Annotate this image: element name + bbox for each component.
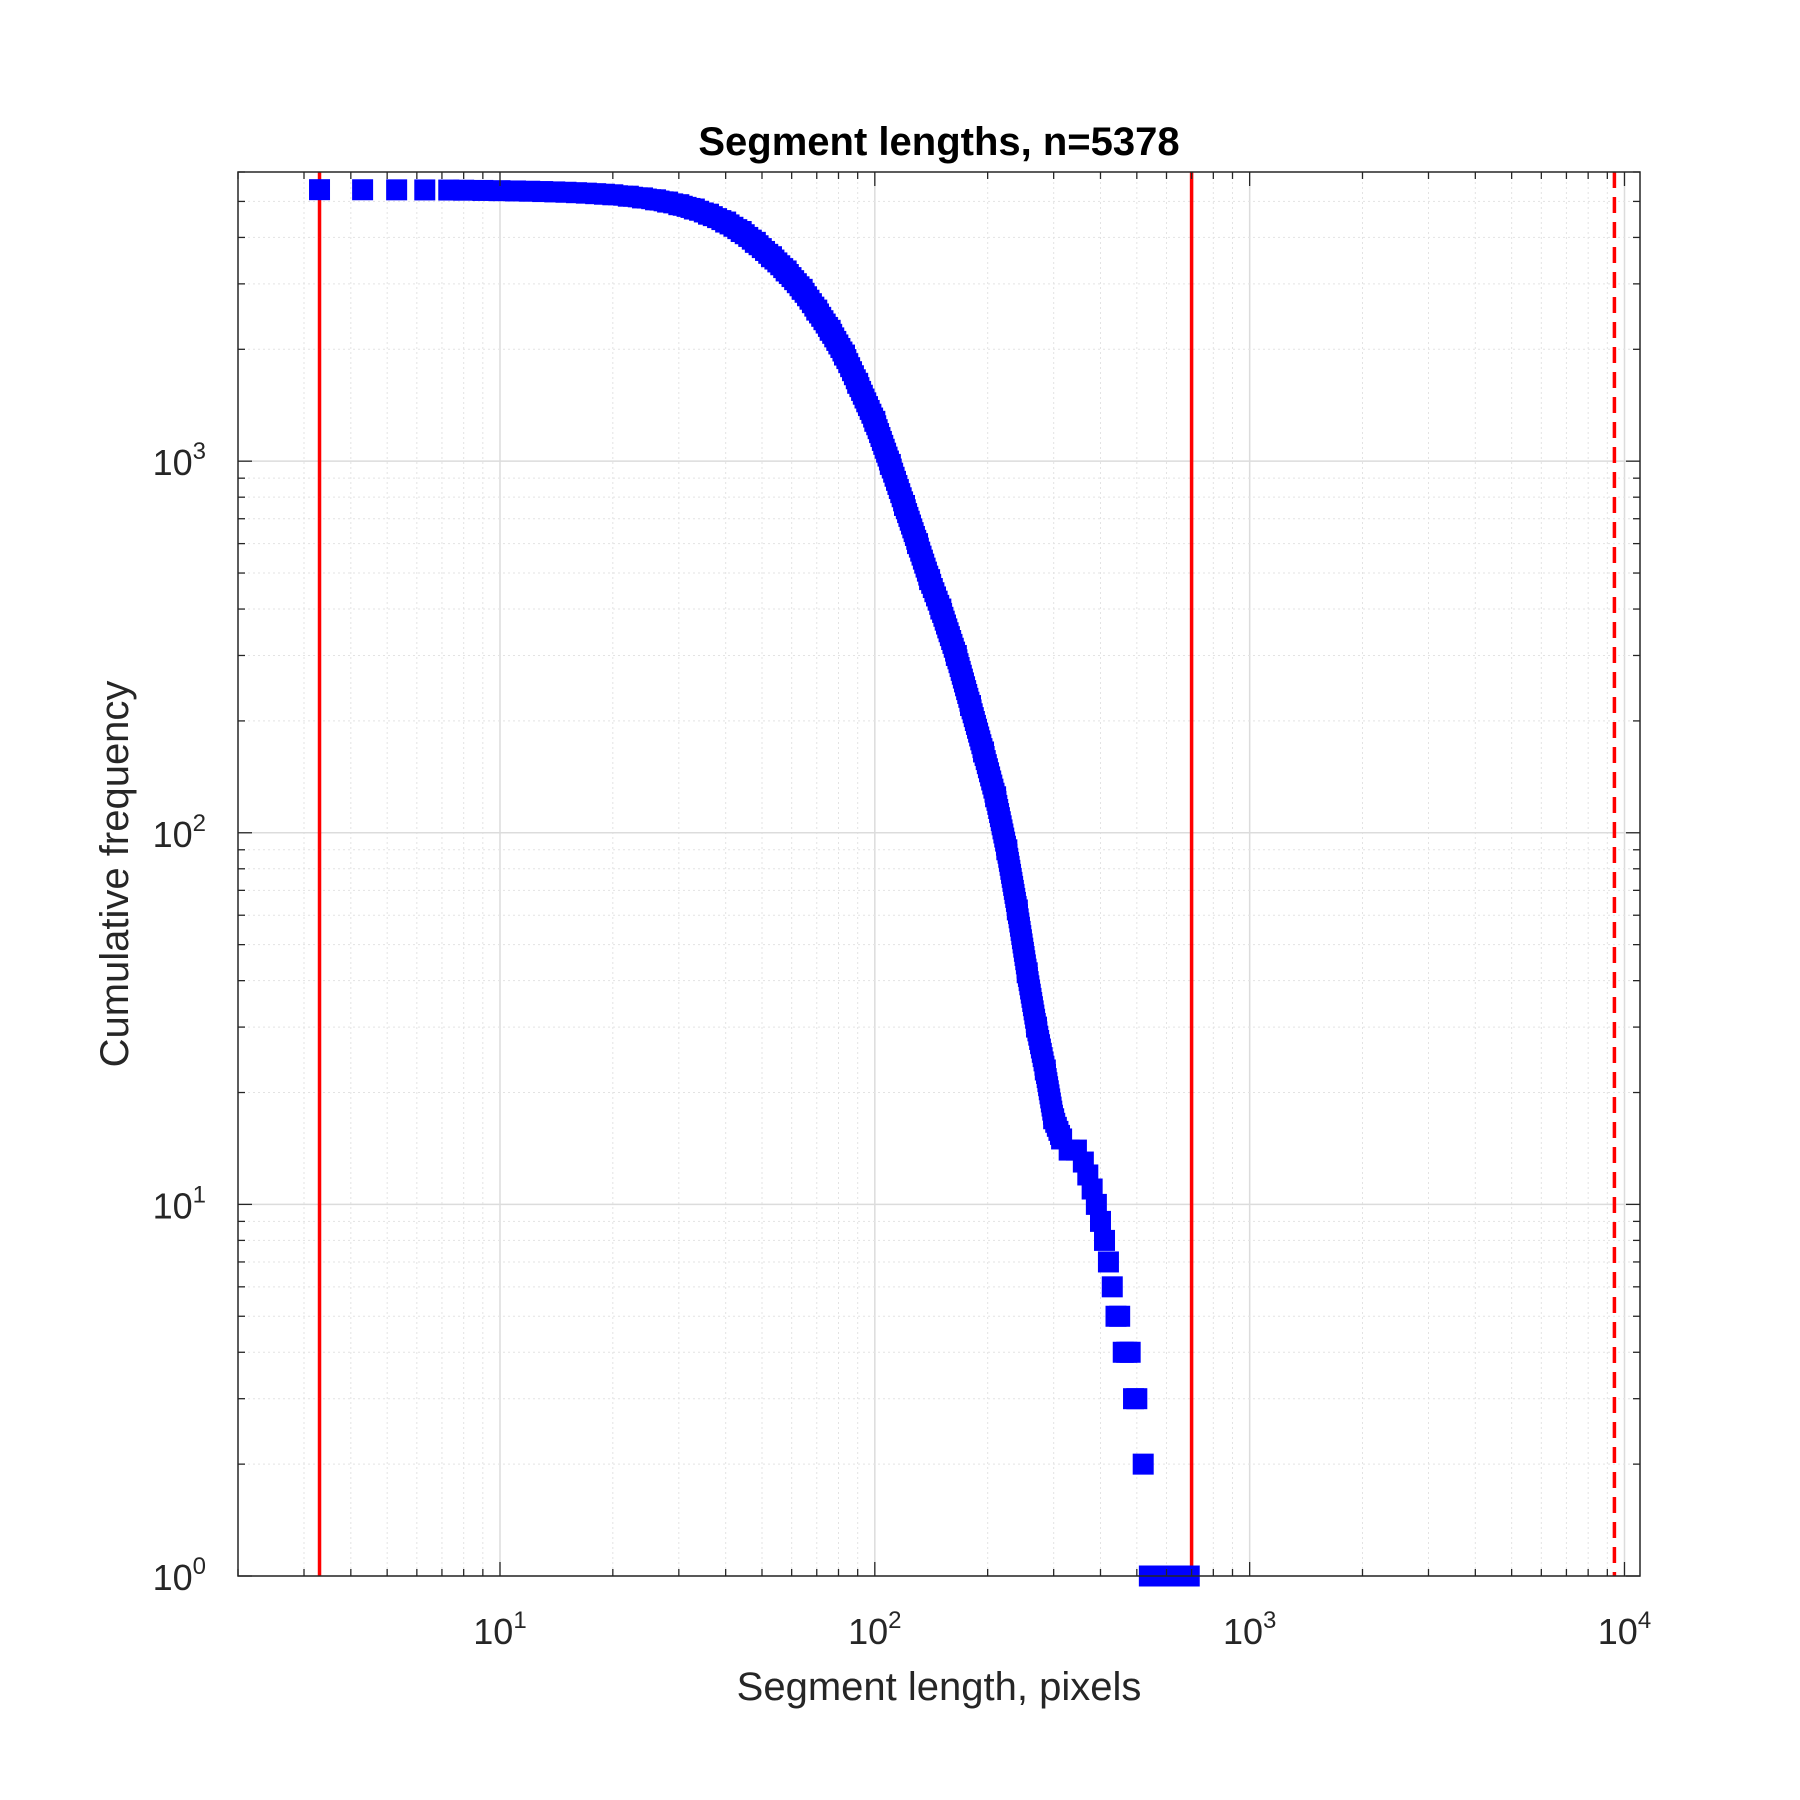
- x-tick-label: 104: [1598, 1607, 1651, 1652]
- data-point: [309, 179, 331, 201]
- y-tick-label: 100: [153, 1553, 206, 1598]
- reference-lines: [317, 172, 1617, 1576]
- x-tick-label: 103: [1223, 1607, 1276, 1652]
- data-point: [1097, 1251, 1119, 1273]
- x-tick-labels: 101 102 103 104: [473, 1607, 1651, 1652]
- chart-title: Segment lengths, n=5378: [698, 120, 1179, 164]
- data-point: [1089, 1210, 1111, 1232]
- data-point: [1050, 1124, 1071, 1145]
- y-tick-labels: 100 101 102 103: [153, 438, 206, 1598]
- data-point: [1132, 1453, 1154, 1475]
- y-axis-label: Cumulative frequency: [93, 681, 137, 1068]
- data-point: [386, 179, 408, 201]
- y-tick-label: 101: [153, 1181, 206, 1226]
- data-point: [1094, 1229, 1116, 1251]
- data-markers: [309, 179, 1200, 1587]
- y-tick-label: 103: [153, 438, 206, 483]
- data-point: [1126, 1388, 1148, 1410]
- x-axis-label: Segment length, pixels: [737, 1665, 1142, 1709]
- data-point: [352, 179, 374, 201]
- data-point: [1109, 1305, 1131, 1327]
- x-tick-label: 102: [848, 1607, 901, 1652]
- x-tick-label: 101: [473, 1607, 526, 1652]
- plot-area: [238, 172, 1640, 1576]
- tick-marks: [237, 171, 1640, 1577]
- axes-box: [237, 171, 1641, 1577]
- data-point: [1101, 1276, 1123, 1298]
- data-point: [414, 179, 436, 201]
- y-tick-label: 102: [153, 810, 206, 855]
- data-point: [1119, 1341, 1141, 1363]
